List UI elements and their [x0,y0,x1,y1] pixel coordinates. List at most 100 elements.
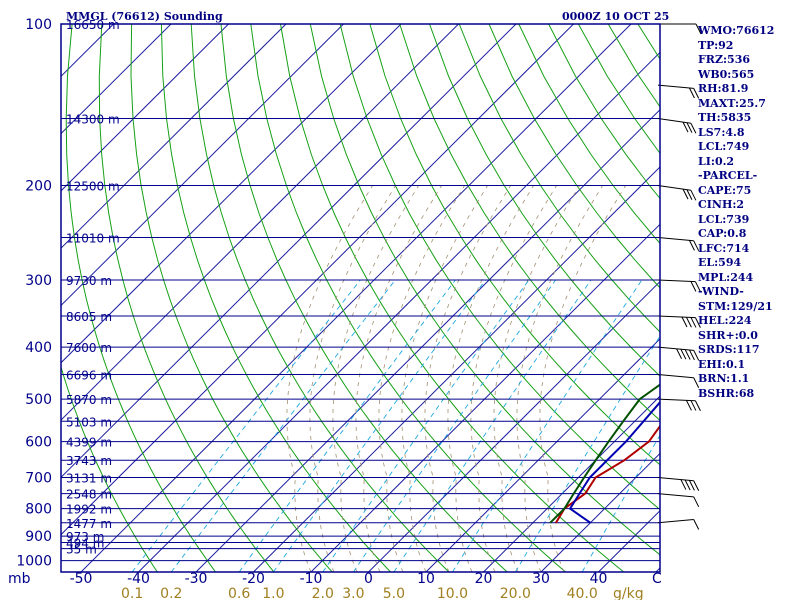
height-label: 16650 m [66,18,120,32]
mixing-ratio-unit-label: g/kg [613,586,644,600]
isotherm-line [425,338,660,572]
index-item: MPL:244 [698,270,754,284]
temperature-unit-label: C [652,571,662,587]
dry-adiabat-line [458,24,660,333]
index-item: LCL:739 [698,212,750,226]
mixing-ratio-line [452,279,643,572]
pressure-tick-label: 100 [25,17,52,33]
dry-adiabat-line [250,24,566,572]
temperature-tick-label: 40 [590,571,608,587]
index-item: LS7:4.8 [698,125,745,139]
mixing-ratio-tick-label: 0.6 [228,586,250,600]
mixing-ratio-tick-label: 40.0 [567,586,598,600]
wind-barb-flag [686,122,693,133]
wind-barb-flag [685,316,692,328]
temperature-tick-label: 20 [475,571,493,587]
dewpoint-trace [549,383,660,524]
index-item: BRN:1.1 [698,372,750,385]
wind-barb [657,519,700,530]
temperature-tick-label: 10 [417,571,435,587]
index-item: LCL:749 [698,140,750,153]
temperature-tick-label: -20 [242,571,265,587]
wind-barb-flag [676,348,683,359]
temperature-tick-label: -10 [300,571,323,587]
height-label: 1477 m [66,517,112,531]
wind-barb-flag [693,350,700,361]
isotherm-line [368,280,660,572]
wind-barb-staff [657,346,694,351]
wind-barb-flag [693,519,700,530]
mixing-ratio-tick-label: 5.0 [383,586,405,600]
height-label: 8605 m [66,310,112,324]
height-label: 5103 m [66,415,112,429]
wind-barb [657,374,700,389]
dry-adiabat-line [488,24,660,289]
wind-barb [657,346,700,361]
index-item: FRZ:536 [698,53,751,66]
pressure-tick-label: 900 [25,529,52,545]
wind-barb [657,315,701,328]
mixing-ratio-tick-label: 0.1 [121,586,143,600]
index-item: LFC:714 [698,241,750,255]
height-label: 1992 m [66,503,112,517]
valid-time: 0000Z 10 OCT 25 [562,10,670,23]
pressure-tick-label: 400 [25,340,52,356]
indices-panel: WMO:76612 TP:92 FRZ:536 WB0:565 RH:81.9 MAXT:… [698,24,798,401]
mixing-ratio-tick-label: 0.2 [160,586,182,600]
pressure-unit-label: mb [8,571,31,587]
isotherm-line [61,24,344,307]
isotherm-line [540,452,660,572]
index-item: TH:5835 [698,111,752,124]
wind-barb-flag [680,479,687,490]
wind-barb-flag [684,479,691,491]
index-item: MAXT:25.7 [698,96,766,110]
wind-barb-staff [657,477,694,482]
station-title: MMGL (76612) Sounding [66,10,223,23]
pressure-axis-labels: 100 200 300 400 500 600 700 800 900 1000 [16,17,52,570]
wind-barb-staff [657,519,694,524]
isotherm-line [80,24,632,572]
height-label: 12500 m [66,180,120,194]
index-item: RH:81.9 [698,82,749,95]
grid-lines [61,24,660,572]
temperature-axis-labels: -50 -40 -30 -20 -10 0 10 20 30 40 [70,571,608,587]
temperature-trace [555,424,660,524]
wind-barb [657,493,700,508]
wind-barb-flag [690,123,697,134]
index-item: STM:129/21 [698,299,773,313]
wind-barb-flag [682,188,689,200]
wind-barb-staff [657,374,694,379]
pressure-tick-label: 600 [25,435,52,451]
dry-adiabat-line [369,24,660,466]
temperature-tick-label: -40 [127,571,150,587]
wind-barb-staff [657,118,691,124]
wind-barb-flag [693,480,700,491]
plot-frame [60,23,661,573]
temperature-tick-label: -30 [185,571,208,587]
wind-barb [658,23,702,35]
height-label: 14300 m [66,112,120,126]
wind-barb-flag [685,400,692,411]
wind-barb-flag [693,496,700,508]
temperature-tick-label: -50 [70,571,93,587]
height-label: 2548 m [66,488,112,502]
height-label: 35 m [66,543,97,557]
wind-barb-flag [694,317,701,328]
height-label: 5870 m [66,393,112,407]
wind-barb-flag [688,87,695,99]
height-label: 973 m [66,530,104,544]
pressure-tick-label: 1000 [16,554,52,570]
isotherm-line [61,24,402,364]
wind-barb-staff [657,237,694,242]
wind-barb-flag [694,281,701,292]
isotherm-line [195,108,660,572]
index-item: EHI:0.1 [698,357,746,371]
height-label: 7600 m [66,341,112,355]
dry-adiabat-line [190,24,450,572]
mixing-ratio-tick-label: 2.0 [312,586,334,600]
dry-adiabat-line [309,24,660,556]
pressure-tick-label: 200 [25,179,52,195]
mixing-ratio-line [353,279,556,572]
wind-barb-flag [695,23,702,35]
wind-barbs [657,23,702,530]
